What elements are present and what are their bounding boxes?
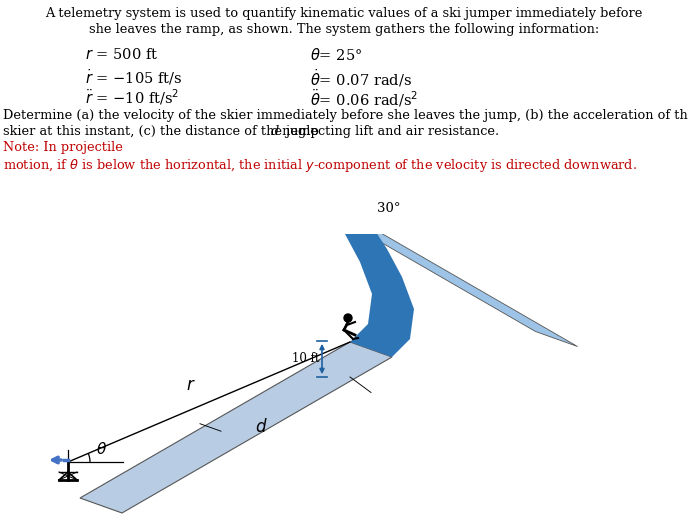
Circle shape xyxy=(344,314,352,322)
Text: Note: In projectile: Note: In projectile xyxy=(3,141,123,154)
Text: d: d xyxy=(271,125,279,138)
Text: $\dot{\theta}$= 0.07 rad/s: $\dot{\theta}$= 0.07 rad/s xyxy=(310,67,412,89)
Text: skier at this instant, (c) the distance of the jump: skier at this instant, (c) the distance … xyxy=(3,125,323,138)
Text: neglecting lift and air resistance.: neglecting lift and air resistance. xyxy=(278,125,503,138)
Text: $\ddot{r}$ = $-$10 ft/s$^2$: $\ddot{r}$ = $-$10 ft/s$^2$ xyxy=(85,87,180,107)
Text: $\theta$= 25°: $\theta$= 25° xyxy=(310,47,363,63)
Text: $\dot{r}$ = $-$105 ft/s: $\dot{r}$ = $-$105 ft/s xyxy=(85,67,182,87)
Text: A telemetry system is used to quantify kinematic values of a ski jumper immediat: A telemetry system is used to quantify k… xyxy=(45,7,643,20)
Text: $d$: $d$ xyxy=(255,419,268,436)
Text: $r$: $r$ xyxy=(186,377,196,394)
Text: 10 ft: 10 ft xyxy=(292,353,319,366)
Text: 30°: 30° xyxy=(377,201,400,214)
Text: Determine (a) the velocity of the skier immediately before she leaves the jump, : Determine (a) the velocity of the skier … xyxy=(3,109,688,122)
Polygon shape xyxy=(332,214,577,346)
Text: $\theta$: $\theta$ xyxy=(96,441,107,457)
Text: she leaves the ramp, as shown. The system gathers the following information:: she leaves the ramp, as shown. The syste… xyxy=(89,23,599,36)
Polygon shape xyxy=(332,214,414,357)
Text: $r$ = 500 ft: $r$ = 500 ft xyxy=(85,47,158,62)
Text: motion, if $\theta$ is below the horizontal, the initial $y$-component of the ve: motion, if $\theta$ is below the horizon… xyxy=(3,158,637,174)
Text: $\ddot{\theta}$= 0.06 rad/s$^2$: $\ddot{\theta}$= 0.06 rad/s$^2$ xyxy=(310,87,418,109)
Polygon shape xyxy=(80,342,392,513)
